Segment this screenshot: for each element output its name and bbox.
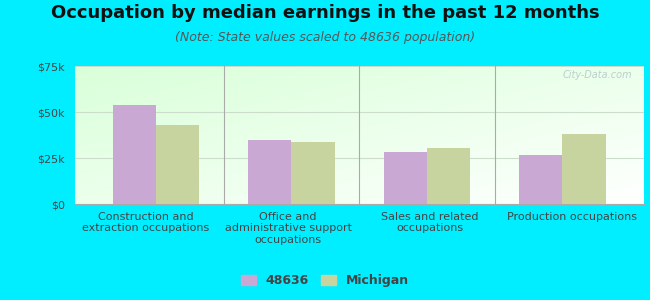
- Text: Production occupations: Production occupations: [508, 212, 638, 221]
- Bar: [427, 148, 470, 204]
- Bar: [519, 155, 562, 204]
- Bar: [156, 125, 200, 204]
- Bar: [384, 152, 427, 204]
- Text: Sales and related
occupations: Sales and related occupations: [382, 212, 479, 233]
- Text: City-Data.com: City-Data.com: [562, 70, 632, 80]
- Text: Office and
administrative support
occupations: Office and administrative support occupa…: [224, 212, 352, 245]
- Legend: 48636, Michigan: 48636, Michigan: [235, 269, 415, 292]
- Bar: [562, 134, 606, 204]
- Bar: [112, 105, 156, 204]
- Text: Occupation by median earnings in the past 12 months: Occupation by median earnings in the pas…: [51, 4, 599, 22]
- Bar: [248, 140, 291, 204]
- Bar: [291, 142, 335, 204]
- Text: Construction and
extraction occupations: Construction and extraction occupations: [82, 212, 209, 233]
- Text: (Note: State values scaled to 48636 population): (Note: State values scaled to 48636 popu…: [175, 32, 475, 44]
